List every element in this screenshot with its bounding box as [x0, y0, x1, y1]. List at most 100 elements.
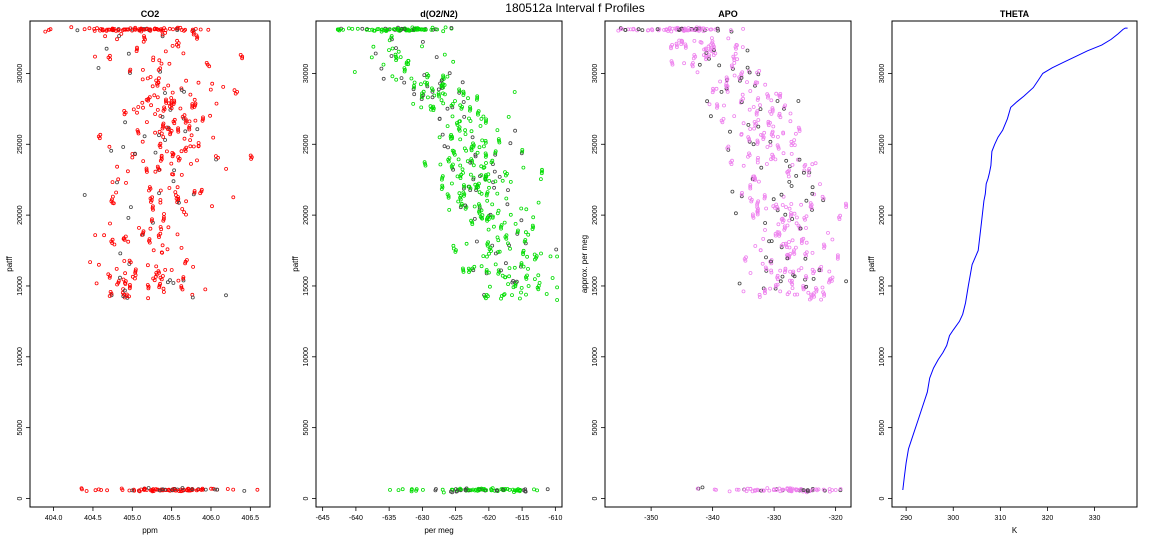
data-point [183, 149, 188, 153]
data-point [462, 184, 467, 189]
data-point [773, 286, 778, 291]
data-point [821, 487, 826, 492]
data-point [394, 77, 399, 82]
data-point [763, 287, 767, 292]
data-point [144, 97, 149, 102]
data-point [187, 119, 192, 124]
data-point [474, 239, 479, 244]
data-point [355, 26, 360, 31]
data-point [118, 251, 123, 256]
data-point [180, 486, 185, 490]
data-point [175, 185, 180, 190]
data-point [145, 283, 150, 287]
data-point [788, 111, 793, 116]
data-point [545, 487, 550, 492]
data-point [144, 169, 149, 174]
data-point [468, 119, 473, 123]
data-point [544, 292, 549, 296]
data-point [788, 487, 793, 492]
y-tick-label: 15000 [592, 276, 599, 296]
data-point [161, 121, 166, 126]
data-point [740, 190, 744, 195]
data-point [507, 274, 512, 279]
data-point [476, 202, 481, 207]
data-point [128, 205, 133, 210]
data-point [440, 185, 445, 190]
data-point [486, 240, 491, 245]
data-point [436, 91, 441, 95]
data-point [457, 125, 462, 130]
data-point [540, 169, 544, 174]
data-point [153, 112, 158, 116]
data-point [140, 68, 145, 72]
data-point [176, 278, 181, 283]
data-point [153, 130, 158, 135]
data-point [381, 62, 386, 67]
data-point [447, 156, 452, 161]
data-point [745, 65, 750, 70]
data-point [182, 136, 187, 141]
data-point [778, 279, 783, 284]
data-point [780, 203, 785, 207]
data-point [109, 199, 114, 204]
x-tick-label: 404.0 [45, 515, 63, 522]
data-point [525, 273, 529, 278]
data-point [441, 82, 446, 87]
data-point [458, 205, 463, 210]
data-point [396, 488, 401, 493]
data-point [163, 99, 168, 104]
data-point [415, 26, 420, 31]
data-point [812, 291, 816, 296]
panel-title: CO2 [141, 9, 160, 19]
data-point [499, 226, 504, 231]
data-point [402, 67, 407, 72]
data-point [787, 240, 791, 244]
x-tick-label: -610 [548, 515, 562, 522]
data-point [508, 246, 512, 251]
data-point [170, 488, 174, 493]
y-tick-label: 25000 [303, 134, 310, 154]
data-point [788, 269, 792, 274]
data-point [794, 173, 799, 178]
data-point [163, 138, 168, 142]
data-point [188, 138, 193, 143]
data-point [778, 289, 783, 294]
data-point [69, 25, 74, 30]
data-point [712, 487, 717, 492]
data-point [121, 145, 126, 149]
data-point [466, 488, 471, 492]
data-point [96, 487, 101, 492]
data-point [764, 255, 768, 260]
data-point [92, 27, 97, 31]
data-point [170, 154, 175, 159]
data-point [783, 226, 787, 231]
data-point [155, 95, 160, 100]
data-point [158, 225, 163, 229]
data-point [783, 212, 788, 217]
data-point [107, 144, 112, 149]
data-point [190, 295, 195, 300]
data-point [521, 248, 526, 253]
data-point [122, 237, 127, 242]
data-point [146, 286, 151, 291]
data-point [87, 26, 92, 31]
data-point [817, 268, 822, 273]
data-point [184, 258, 189, 262]
data-point [211, 135, 216, 140]
data-point [474, 184, 479, 189]
data-point [458, 195, 463, 200]
data-point [499, 296, 503, 301]
data-point [694, 27, 699, 31]
data-point [502, 220, 507, 225]
data-point [765, 486, 770, 491]
data-point [740, 70, 745, 75]
data-point [760, 133, 765, 138]
y-tick-label: 5000 [592, 420, 599, 436]
data-point [731, 67, 735, 71]
data-point [167, 26, 172, 31]
y-axis-label: approx. per meg [580, 235, 589, 293]
data-point [422, 28, 427, 32]
figure-title: 180512a Interval f Profiles [505, 1, 644, 15]
data-point [174, 26, 179, 31]
data-point [387, 38, 392, 43]
